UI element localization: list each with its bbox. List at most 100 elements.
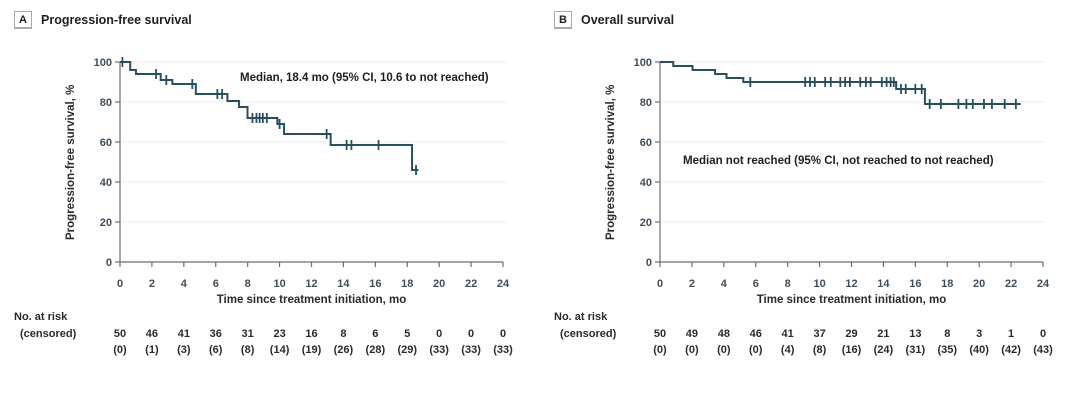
- at-risk-count: 3: [976, 328, 983, 340]
- censored-count: (35): [937, 344, 958, 356]
- survival-curve: [120, 61, 419, 171]
- censored-count: (8): [240, 344, 255, 356]
- panel-heading: A Progression-free survival: [14, 11, 192, 29]
- censored-count: (0): [685, 344, 699, 356]
- panel-letter-badge: B: [554, 11, 572, 29]
- at-risk-count: 13: [909, 328, 922, 340]
- panel-overall-survival: 0 20 40 60 80 100 0 2 4 6 8 10 12 14 16 18 20 22 24 B Over…: [540, 0, 1080, 400]
- at-risk-count: 21: [877, 328, 890, 340]
- at-risk-count: 6: [372, 328, 379, 340]
- y-tick-label: 20: [640, 217, 652, 229]
- y-tick-label: 40: [640, 177, 652, 189]
- censored-label: (censored): [560, 328, 617, 340]
- y-tick-label: 80: [640, 97, 652, 109]
- at-risk-count: 50: [653, 328, 667, 340]
- censored-count: (0): [653, 344, 667, 356]
- x-tick-label: 12: [305, 278, 317, 290]
- median-annotation: Median not reached (95% CI, not reached …: [683, 155, 994, 167]
- at-risk-count: 0: [499, 328, 507, 340]
- censored-count: (3): [177, 344, 191, 356]
- censored-count: (29): [397, 344, 418, 356]
- censored-count: (33): [461, 344, 481, 356]
- y-tick-label: 0: [106, 257, 112, 269]
- x-tick-label: 14: [337, 278, 350, 290]
- at-risk-count: 37: [813, 328, 826, 340]
- y-tick-label: 0: [646, 257, 652, 269]
- censored-label: (censored): [20, 328, 77, 340]
- at-risk-count: 36: [209, 328, 222, 340]
- x-tick-label: 0: [117, 278, 123, 290]
- at-risk-label: No. at risk: [554, 311, 608, 323]
- censored-count: (28): [365, 344, 386, 356]
- at-risk-count: 49: [685, 328, 699, 340]
- at-risk-count: 16: [305, 328, 318, 340]
- at-risk-count: 0: [1039, 328, 1047, 340]
- censored-count: (0): [717, 344, 731, 356]
- panel-letter-badge: A: [14, 11, 32, 29]
- median-annotation: Median, 18.4 mo (95% CI, 10.6 to not rea…: [240, 72, 489, 84]
- at-risk-count: 48: [717, 328, 730, 340]
- censored-count: (0): [113, 344, 127, 356]
- y-tick-label: 40: [100, 177, 112, 189]
- x-tick-label: 22: [1005, 278, 1017, 290]
- panel-title: Progression-free survival: [41, 13, 192, 27]
- censored-count: (0): [749, 344, 763, 356]
- censored-count: (43): [1033, 344, 1053, 356]
- censored-count: (4): [780, 344, 795, 356]
- censored-count: (26): [333, 344, 354, 356]
- at-risk-label: No. at risk: [14, 311, 68, 323]
- x-tick-label: 20: [973, 278, 985, 290]
- x-tick-label: 12: [845, 278, 857, 290]
- at-risk-count: 5: [404, 328, 411, 340]
- y-tick-label: 60: [640, 137, 652, 149]
- y-axis-label: Progression-free survival, %: [605, 84, 617, 240]
- censored-count: (1): [145, 344, 159, 356]
- at-risk-count: 8: [944, 328, 951, 340]
- censored-count: (40): [969, 344, 989, 356]
- x-tick-label: 6: [213, 278, 219, 290]
- x-tick-label: 16: [909, 278, 921, 290]
- x-tick-label: 24: [497, 278, 510, 290]
- y-tick-label: 80: [100, 97, 112, 109]
- x-tick-label: 10: [273, 278, 285, 290]
- y-tick-label: 20: [100, 217, 112, 229]
- x-axis-label: Time since treatment initiation, mo: [216, 294, 407, 306]
- censored-count: (16): [841, 344, 862, 356]
- censored-count: (31): [905, 344, 926, 356]
- censored-count: (19): [301, 344, 322, 356]
- y-tick-label: 60: [100, 137, 112, 149]
- x-axis-label: Time since treatment initiation, mo: [756, 294, 947, 306]
- at-risk-count: 0: [436, 328, 443, 340]
- panel-title: Overall survival: [581, 13, 675, 27]
- survival-curve: [660, 61, 1021, 105]
- panel-progression-free-survival: 0 20 40 60 80 100 0 2 4 6 8 10 12 14 16 18 20 22 24 A Prog…: [14, 11, 513, 356]
- x-tick-label: 0: [657, 278, 663, 290]
- x-tick-label: 24: [1037, 278, 1050, 290]
- x-tick-label: 8: [245, 278, 251, 290]
- y-tick-label: 100: [94, 57, 112, 69]
- censored-count: (14): [269, 344, 290, 356]
- x-tick-label: 18: [401, 278, 413, 290]
- x-tick-label: 8: [785, 278, 791, 290]
- at-risk-count: 8: [340, 328, 347, 340]
- censored-count: (6): [209, 344, 223, 356]
- panel-heading: B Overall survival: [554, 11, 674, 29]
- censored-count: (8): [812, 344, 827, 356]
- x-tick-label: 14: [877, 278, 890, 290]
- censored-count: (33): [429, 344, 449, 356]
- x-tick-label: 10: [813, 278, 825, 290]
- x-tick-label: 2: [689, 278, 695, 290]
- at-risk-count: 41: [177, 328, 190, 340]
- at-risk-count: 23: [273, 328, 286, 340]
- x-tick-label: 18: [941, 278, 953, 290]
- at-risk-count: 1: [1008, 328, 1015, 340]
- y-tick-label: 100: [634, 57, 652, 69]
- x-tick-label: 4: [181, 278, 188, 290]
- at-risk-count: 46: [749, 328, 762, 340]
- x-tick-label: 4: [721, 278, 728, 290]
- at-risk-count: 41: [781, 328, 794, 340]
- x-tick-label: 20: [433, 278, 445, 290]
- censored-count: (42): [1001, 344, 1021, 356]
